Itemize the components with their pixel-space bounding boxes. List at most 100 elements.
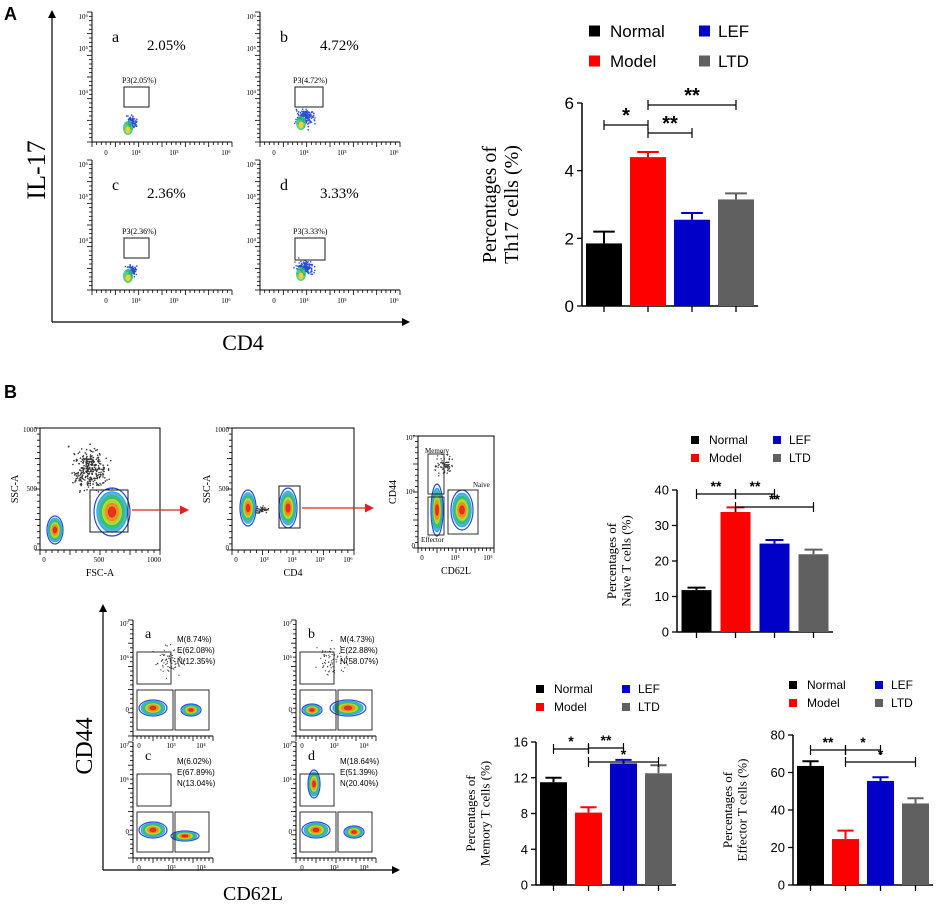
tick-label: 10⁵ [79,45,89,53]
event-dot [71,472,73,474]
y-axis-label: Percentages of [463,775,478,852]
event-dot [449,470,451,472]
flow-plot-a-b: 10⁶ 10⁵ 10⁴ 0 10⁴ 10⁵ 10⁶ P3(4.72%) b 4.72% [247,11,401,157]
flow-grid-b: CD44 CD62L [72,604,400,905]
legend-label-lef: LEF [789,433,811,447]
event-dot [444,464,446,466]
tick-label: 10⁷ [283,620,293,628]
tick-label: 10³ [259,556,268,564]
tick-label: 0 [126,706,130,714]
event-dot [79,478,82,481]
event-dot [339,645,342,648]
event-dot [86,483,89,486]
event-dot [178,674,180,676]
event-dot [93,464,95,466]
event-dot [85,457,87,460]
gate-box [89,489,129,533]
event-dot [81,475,84,478]
y-tick-label: 0 [565,297,574,316]
event-dot [96,474,99,477]
event-dot [332,658,334,661]
event-dot [135,273,138,276]
density-contour [149,705,157,711]
density-contour [149,827,157,833]
event-dot [87,482,90,485]
event-dot [437,462,439,465]
event-dot [307,261,309,264]
tick-label: 10⁴ [79,237,89,245]
density-contour [188,708,194,712]
event-dot [295,265,298,267]
event-dot [301,110,303,113]
percentage-label: 2.36% [147,186,186,202]
gate-box [299,811,337,853]
event-dot [91,463,93,465]
event-dot [304,115,307,118]
generated-content: 10⁶ 10⁵ 10⁴ 0 10⁴ 10⁵ 10⁶ P3(2.05%) a 2.05% 10⁶ 10⁵… [10,11,933,893]
event-dot [86,465,89,467]
event-dot [165,677,167,679]
significance-0-1: ** [695,478,737,499]
event-dot [178,664,180,667]
event-dot [131,265,134,268]
event-dot [87,477,89,480]
event-dot [165,644,167,646]
flow-plot-b-d: 10⁷ 10⁶ 0 0 10³ 10⁴ d M(18.64%) E(51.39%) N(20.40… [283,741,379,872]
event-dot [86,475,89,478]
event-dot [106,464,109,467]
event-dot [294,261,296,263]
axis-label: CD44 [388,480,399,504]
event-dot [341,657,343,659]
event-dot [446,454,449,456]
legend-swatch-normal [789,681,797,689]
event-dot [107,468,110,470]
event-dot [440,458,442,460]
tick-label: 10⁷ [406,434,416,442]
legend-label-model: Model [807,696,840,710]
gate-box [136,689,174,731]
memory-percentage: M(8.74%) [177,635,212,644]
event-dot [307,118,309,120]
event-dot [174,657,176,660]
tick-label: 10⁵ [337,149,347,157]
event-dot [441,463,444,465]
event-dot [102,466,105,469]
event-dot [86,488,88,491]
legend-swatch-model [789,699,797,707]
event-dot [308,111,310,114]
legend-label-normal: Normal [709,433,748,447]
legend-label-normal: Normal [554,682,593,696]
event-dot [82,460,85,463]
event-dot [134,120,137,122]
event-dot [331,660,333,662]
event-dot [159,654,161,657]
event-dot [328,657,330,659]
legend-memory: Normal LEF Model LTD [536,682,660,714]
tick-label: 10⁴ [196,742,206,750]
event-dot [448,466,451,468]
legend-swatch-normal [536,685,544,693]
event-dot [322,666,324,668]
tick-label: 10⁶ [247,13,257,21]
event-dot [259,510,261,512]
event-dot [441,466,443,469]
gate-box [123,86,150,108]
event-dot [308,116,311,118]
event-dot [135,125,138,128]
event-dot [89,480,92,483]
event-dot [310,117,313,119]
event-dot [265,512,268,514]
density-contour [459,505,465,515]
y-tick-label: 4 [565,162,574,181]
event-dot [109,459,112,462]
event-dot [169,667,171,669]
event-dot [331,662,333,664]
event-dot [346,657,348,659]
tick-label: 10⁴ [287,556,297,564]
event-dot [332,666,334,668]
event-dot [442,468,444,471]
event-dot [448,458,451,461]
event-dot [315,666,317,668]
event-dot [309,119,311,122]
tick-label: 10⁶ [221,297,231,305]
